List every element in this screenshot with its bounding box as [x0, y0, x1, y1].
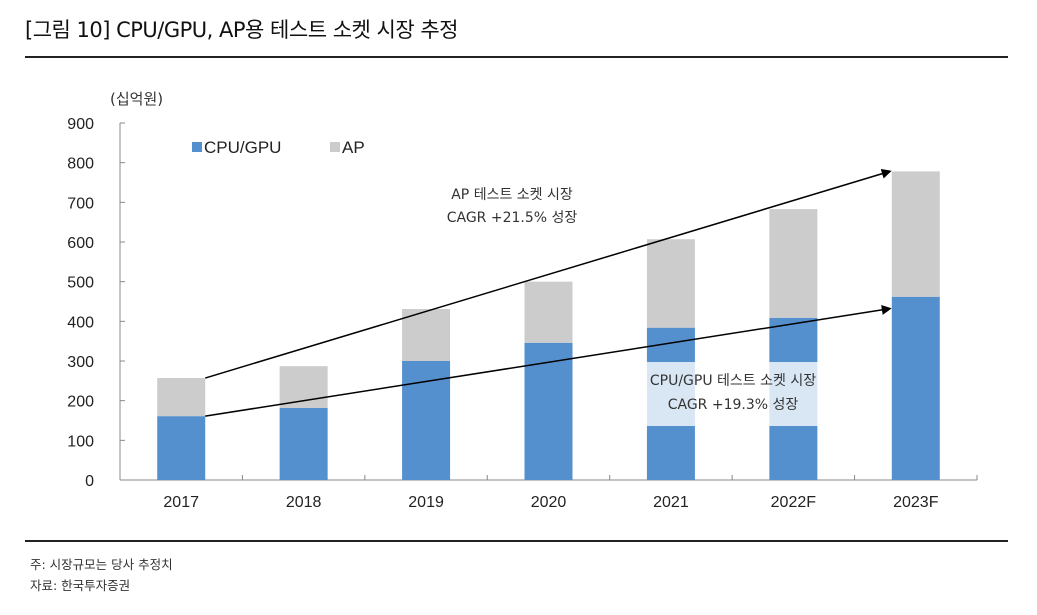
y-tick-label: 0 — [85, 473, 94, 490]
bar-cpu-gpu-2018 — [279, 407, 328, 480]
y-tick-label: 500 — [67, 275, 94, 292]
y-tick-label: 100 — [67, 433, 94, 450]
x-tick-label: 2017 — [163, 494, 199, 511]
y-tick-label: 200 — [67, 394, 94, 411]
footnote: 주: 시장규모는 당사 추정치 — [30, 557, 173, 572]
y-tick-label: 600 — [67, 235, 94, 252]
x-tick-label: 2022F — [771, 494, 817, 511]
bar-ap-2021 — [646, 239, 695, 328]
legend-label-ap: AP — [342, 138, 365, 157]
legend-label-cpu-gpu: CPU/GPU — [204, 138, 281, 157]
ap-annotation-line1: AP 테스트 소켓 시장 — [451, 187, 573, 203]
cpu-gpu-annotation-line1: CPU/GPU 테스트 소켓 시장 — [650, 373, 816, 389]
bar-cpu-gpu-2023f — [891, 296, 940, 480]
figure-title: [그림 10] CPU/GPU, AP용 테스트 소켓 시장 추정 — [25, 18, 458, 42]
bar-ap-2023f — [891, 171, 940, 297]
y-tick-label: 400 — [67, 314, 94, 331]
bottom-rule — [25, 540, 1008, 542]
x-tick-label: 2020 — [531, 494, 567, 511]
x-tick-label: 2018 — [286, 494, 322, 511]
bar-cpu-gpu-2017 — [157, 416, 206, 480]
y-tick-label: 300 — [67, 354, 94, 371]
y-axis: 0 100 200 300 400 500 600 700 800 900 — [67, 116, 125, 490]
y-tick-label: 800 — [67, 156, 94, 173]
y-tick-label: 900 — [67, 116, 94, 133]
legend-swatch-ap — [330, 142, 340, 152]
y-tick-label: 700 — [67, 195, 94, 212]
bar-cpu-gpu-2020 — [524, 342, 573, 480]
legend-swatch-cpu-gpu — [192, 142, 202, 152]
x-axis: 2017 2018 2019 2020 2021 2022F 2023F — [120, 475, 978, 511]
cpu-gpu-cagr-arrow — [205, 304, 892, 417]
top-rule — [25, 56, 1008, 58]
bar-ap-2017 — [157, 378, 206, 417]
source-note: 자료: 한국투자증권 — [30, 578, 131, 593]
y-unit-label: (십억원) — [110, 90, 163, 108]
bar-ap-2022f — [769, 209, 818, 318]
x-tick-label: 2021 — [653, 494, 689, 511]
x-tick-label: 2019 — [408, 494, 444, 511]
ap-cagr-arrow — [204, 168, 892, 379]
annotations: AP 테스트 소켓 시장 CAGR +21.5% 성장 CPU/GPU 테스트 … — [204, 168, 892, 426]
x-tick-label: 2023F — [893, 494, 939, 511]
cpu-gpu-annotation-background — [604, 362, 866, 426]
bar-ap-2020 — [524, 281, 573, 343]
bar-ap-2019 — [402, 309, 451, 361]
bar-ap-2018 — [279, 366, 328, 408]
cpu-gpu-annotation-line2: CAGR +19.3% 성장 — [668, 397, 799, 413]
legend: CPU/GPU AP — [192, 138, 365, 157]
ap-annotation-line2: CAGR +21.5% 성장 — [447, 210, 578, 226]
